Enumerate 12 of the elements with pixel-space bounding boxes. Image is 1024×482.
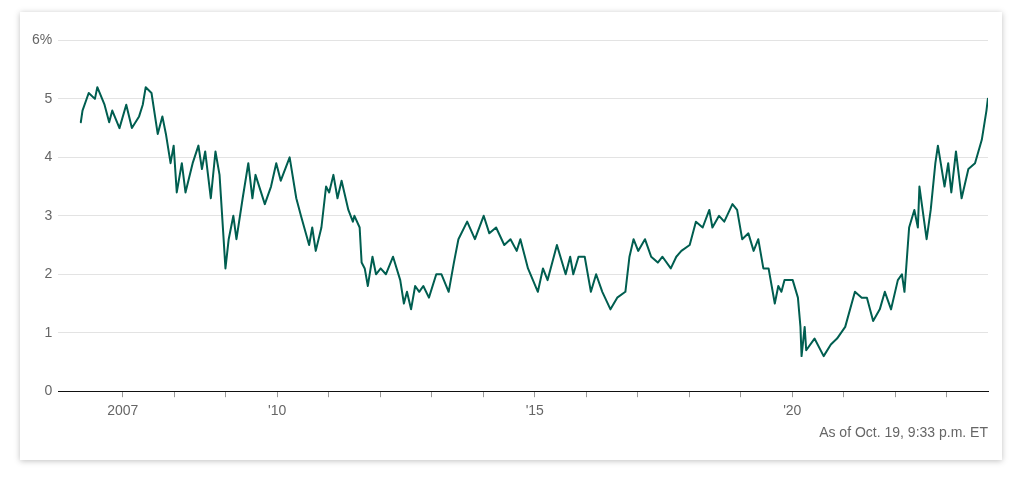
y-tick-label: 5 bbox=[44, 89, 53, 106]
x-tick-label: 2007 bbox=[107, 402, 139, 419]
y-tick-label: 4 bbox=[44, 148, 53, 165]
y-tick-label: 1 bbox=[44, 323, 53, 340]
x-tick-label: '10 bbox=[268, 402, 287, 419]
x-tick-label: '20 bbox=[783, 402, 802, 419]
y-tick-label: 0 bbox=[44, 382, 53, 399]
y-tick-label: 3 bbox=[44, 206, 53, 223]
y-tick-label: 6% bbox=[32, 31, 53, 48]
y-tick-label: 2 bbox=[44, 265, 53, 282]
x-tick-label: '15 bbox=[525, 402, 545, 419]
text: As of Oct. 19, 9:33 p.m. ET bbox=[819, 424, 988, 440]
